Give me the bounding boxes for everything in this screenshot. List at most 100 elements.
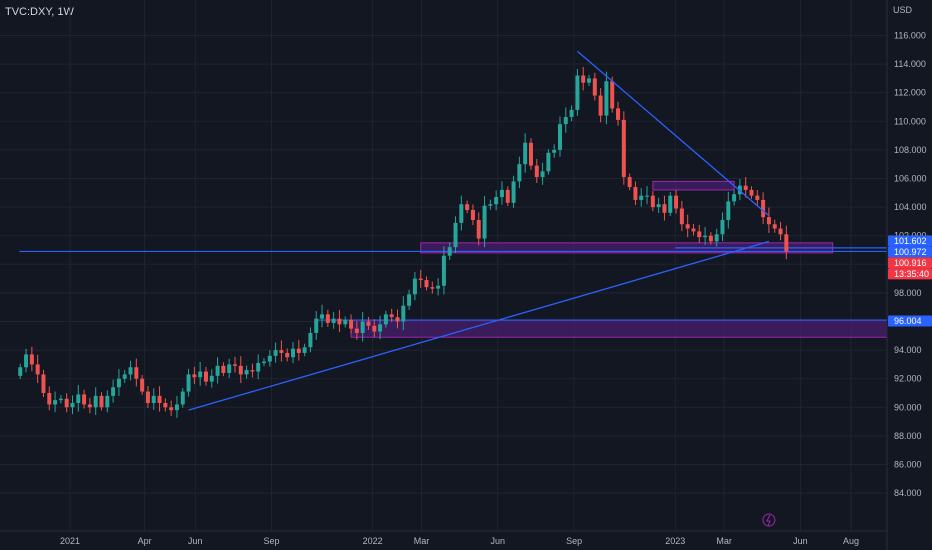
candle: [256, 362, 261, 372]
y-tick-label: 110.000: [894, 116, 926, 126]
y-tick-label: 114.000: [894, 59, 926, 69]
candle: [389, 314, 394, 318]
lightning-icon: [762, 513, 776, 527]
symbol-title: TVC:DXY, 1W: [5, 6, 74, 18]
candle: [610, 81, 615, 109]
candle: [291, 348, 296, 358]
candle: [267, 355, 272, 362]
candle: [87, 404, 92, 408]
y-tick-label: 84.000: [894, 488, 922, 498]
candle: [627, 177, 632, 188]
price-badge: [888, 257, 932, 269]
candle: [337, 318, 342, 325]
candle: [232, 364, 237, 366]
candle: [441, 255, 446, 286]
price-badge: [888, 246, 932, 258]
candle: [476, 219, 481, 239]
trendline: [188, 240, 770, 411]
candle: [546, 152, 551, 172]
candle: [726, 201, 731, 220]
price-badge: [888, 235, 932, 247]
y-tick-label: 92.000: [894, 374, 922, 384]
candle: [360, 321, 365, 333]
candle: [296, 348, 301, 353]
candle: [528, 142, 533, 166]
candle: [714, 234, 719, 242]
candle: [174, 404, 179, 411]
x-tick-label: Jun: [491, 536, 506, 546]
candle: [314, 318, 319, 333]
y-tick-label: 94.000: [894, 345, 922, 355]
candle: [140, 378, 145, 392]
x-tick-label: Jun: [793, 536, 808, 546]
candle: [180, 391, 185, 405]
candle: [772, 224, 777, 229]
candle: [447, 247, 452, 256]
candle: [563, 117, 568, 125]
y-tick-label: 98.000: [894, 288, 922, 298]
candle: [708, 235, 713, 242]
x-tick-label: Sep: [263, 536, 279, 546]
candle: [366, 321, 371, 326]
candle: [64, 398, 69, 408]
candle: [354, 328, 359, 333]
candle: [99, 395, 104, 408]
candle: [453, 222, 458, 248]
candle: [778, 228, 783, 235]
x-tick-label: Aug: [843, 536, 859, 546]
candle: [569, 109, 574, 118]
candle: [511, 181, 516, 203]
x-tick-label: 2021: [60, 536, 80, 546]
candle: [145, 391, 150, 404]
y-tick-label: 86.000: [894, 460, 922, 470]
x-tick-label: Mar: [716, 536, 732, 546]
candle: [465, 204, 470, 210]
candle: [598, 95, 603, 116]
candle: [523, 142, 528, 165]
x-tick-label: Mar: [414, 536, 430, 546]
candle: [732, 194, 737, 202]
candle: [47, 393, 52, 405]
candle: [412, 278, 417, 295]
price-badge-text: 100.916: [894, 258, 927, 268]
price-timer-badge: [888, 268, 932, 280]
candle: [557, 124, 562, 150]
candle: [35, 364, 40, 375]
candle: [209, 375, 214, 382]
candle: [459, 204, 464, 223]
candle: [122, 374, 127, 379]
candle: [575, 75, 580, 110]
candle: [378, 324, 383, 332]
candle: [24, 354, 29, 368]
candle: [29, 354, 34, 365]
x-tick-label: 2022: [363, 536, 383, 546]
candle: [766, 217, 771, 225]
candle: [424, 280, 429, 288]
y-tick-label: 112.000: [894, 88, 926, 98]
candle: [383, 314, 388, 325]
candle: [720, 219, 725, 235]
price-timer-text: 13:35:40: [894, 269, 929, 279]
candle: [169, 407, 174, 411]
candle: [82, 394, 87, 405]
candle: [703, 235, 708, 238]
candle: [470, 209, 475, 220]
candle: [285, 352, 290, 358]
candle: [581, 75, 586, 83]
x-tick-label: Apr: [138, 536, 152, 546]
candle: [238, 365, 243, 375]
candle: [552, 149, 557, 153]
candle: [645, 195, 650, 197]
x-tick-label: 2023: [665, 536, 685, 546]
candle: [784, 234, 789, 252]
candle: [401, 305, 406, 322]
candle: [192, 374, 197, 378]
candle: [616, 108, 621, 120]
y-tick-label: 106.000: [894, 174, 927, 184]
candle: [505, 189, 510, 203]
candle: [116, 378, 121, 388]
candle: [221, 365, 226, 373]
candle: [203, 371, 208, 382]
price-badge-text: 100.972: [894, 247, 927, 257]
